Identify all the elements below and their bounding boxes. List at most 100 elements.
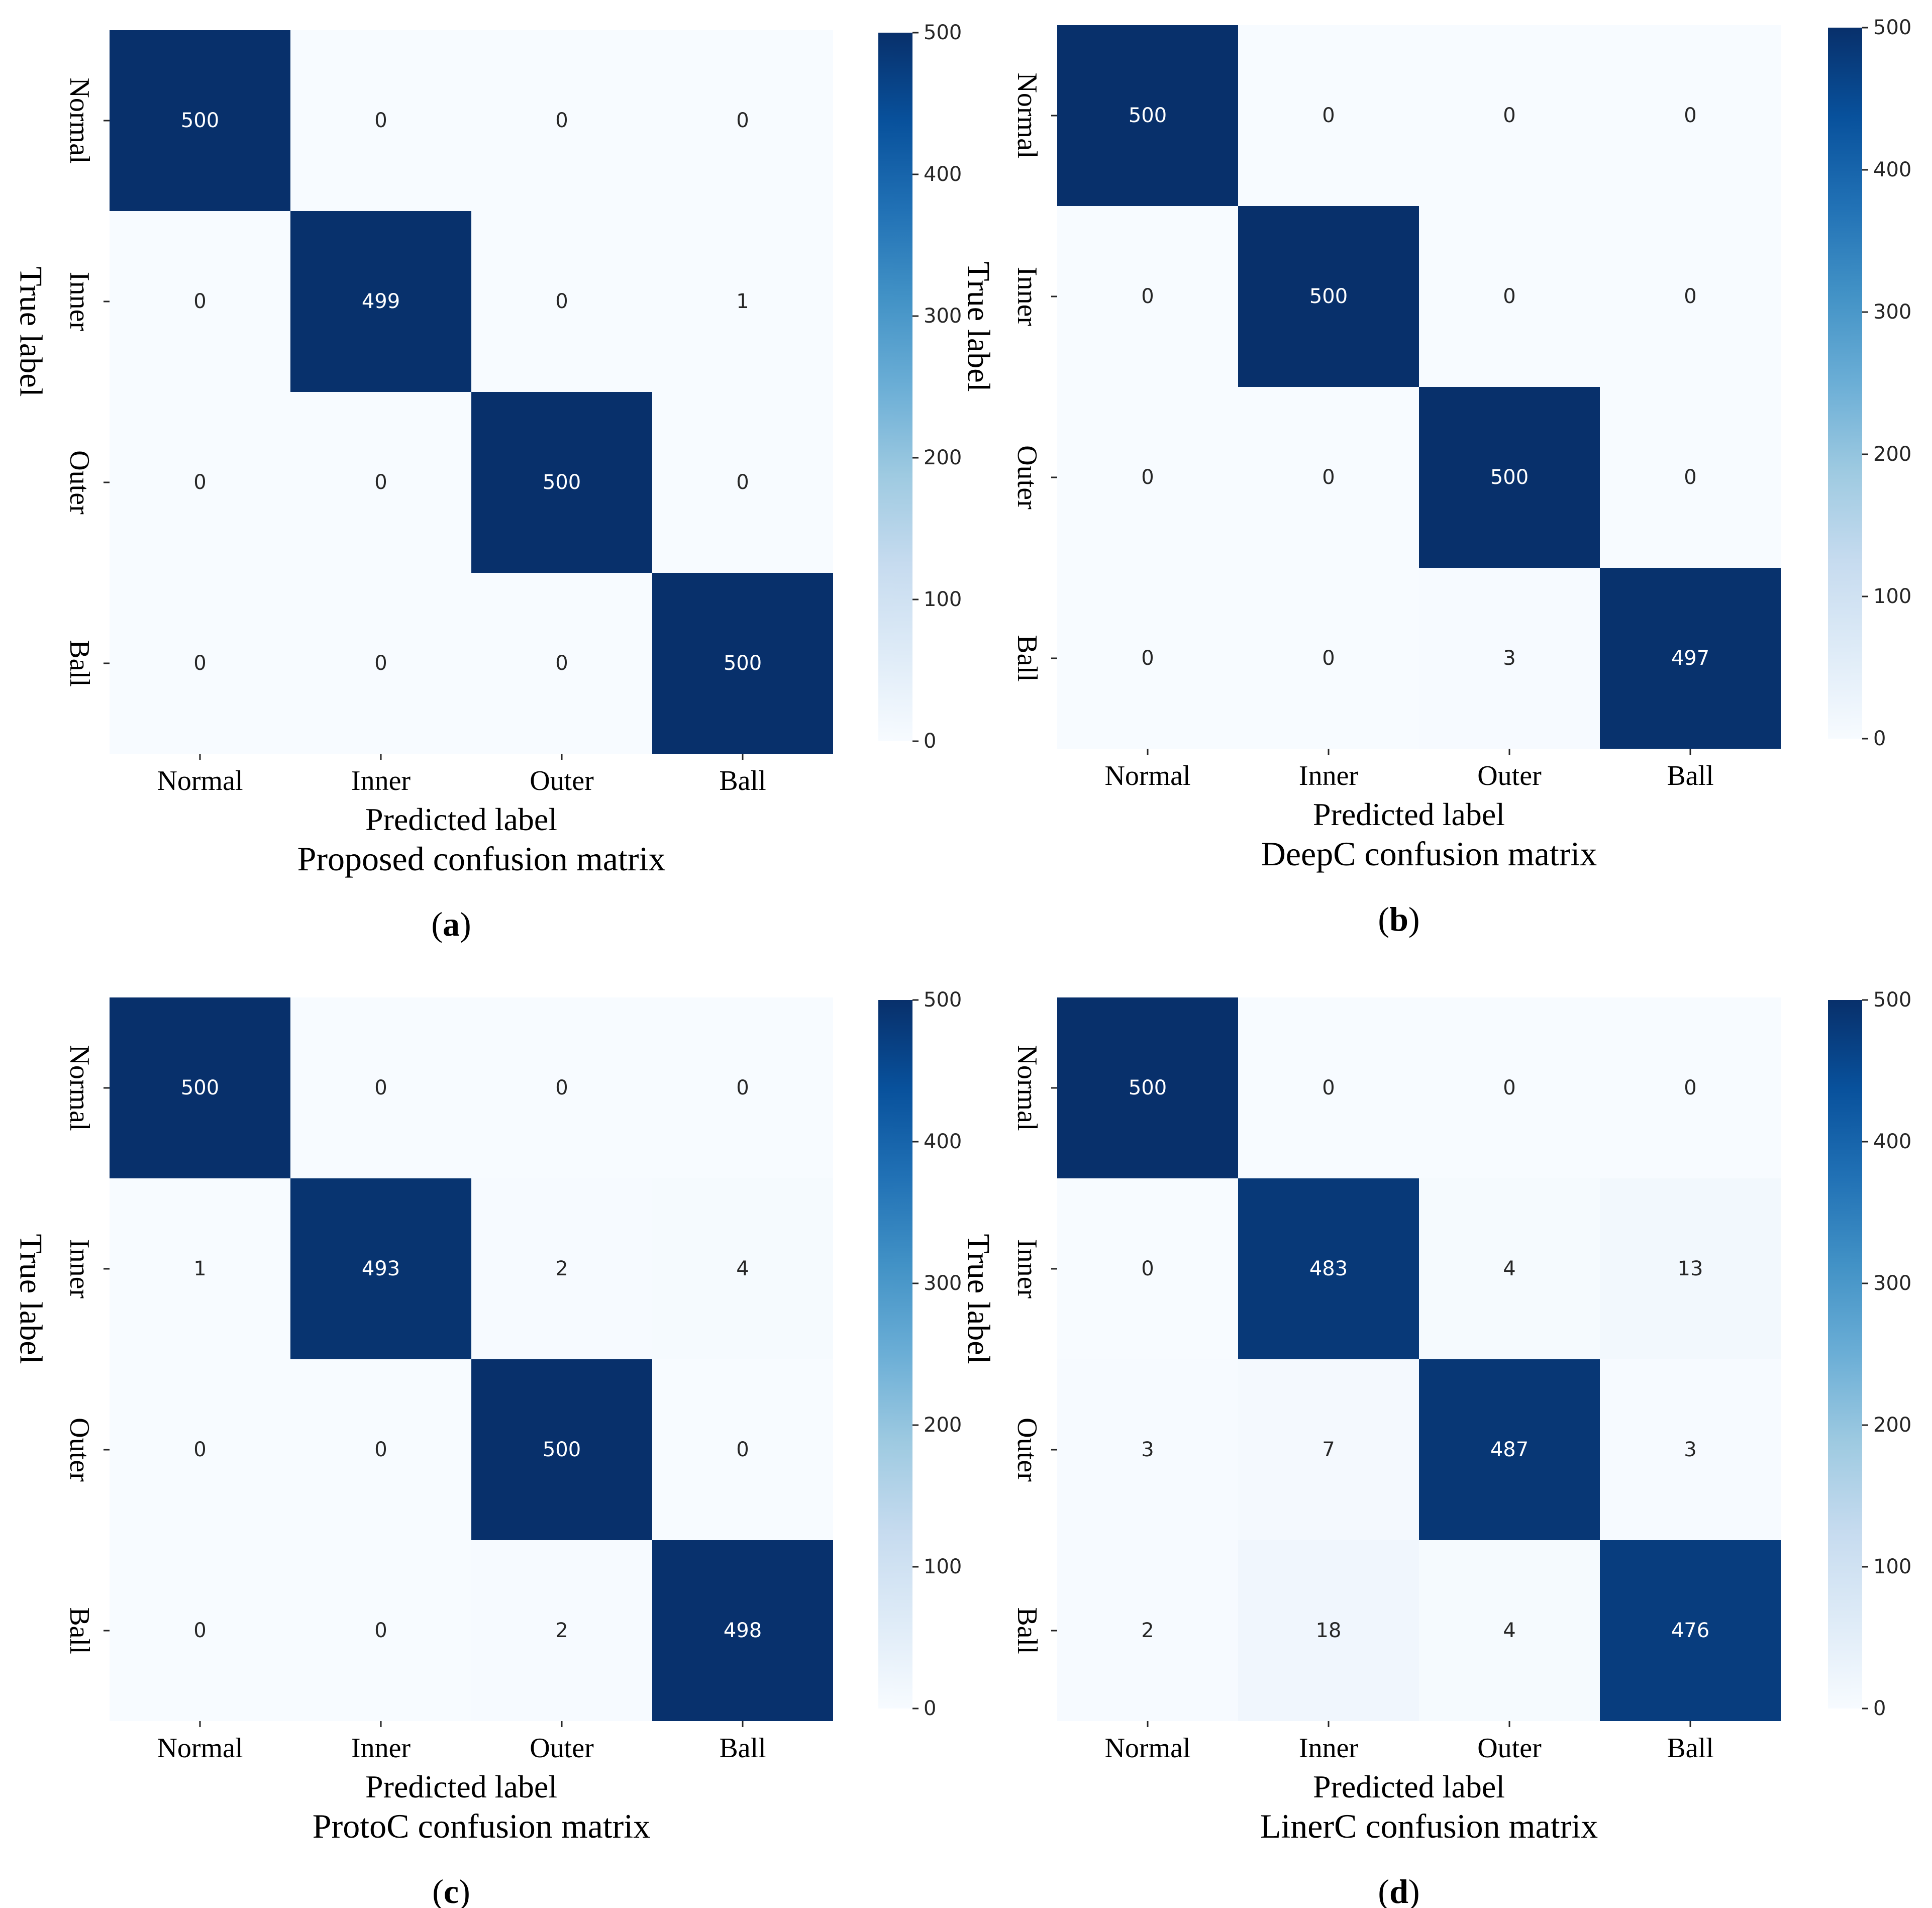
cell-value-label: 0 bbox=[193, 1438, 206, 1461]
heatmap-cell bbox=[1419, 568, 1600, 749]
panel-label: (a) bbox=[431, 905, 471, 943]
x-tick-label: Outer bbox=[1477, 1733, 1542, 1764]
cell-value-label: 0 bbox=[1322, 466, 1335, 489]
cell-value-label: 0 bbox=[1684, 466, 1696, 489]
heatmap-cell bbox=[1419, 387, 1600, 568]
y-tick-label: Normal bbox=[1011, 1045, 1043, 1131]
cell-value-label: 0 bbox=[555, 652, 568, 675]
colorbar-tick-label: 400 bbox=[1873, 158, 1911, 181]
cell-value-label: 4 bbox=[1503, 1619, 1515, 1642]
heatmap-cell bbox=[1057, 1178, 1238, 1359]
heatmap-cell bbox=[652, 30, 833, 211]
cell-value-label: 0 bbox=[374, 1438, 387, 1461]
cell-value-label: 18 bbox=[1316, 1619, 1342, 1642]
heatmap-cell bbox=[652, 211, 833, 392]
panel-label: (b) bbox=[1378, 900, 1419, 938]
cell-value-label: 0 bbox=[555, 290, 568, 313]
colorbar bbox=[1828, 1000, 1862, 1709]
heatmap-cell bbox=[110, 1359, 290, 1540]
x-axis-label: Predicted label bbox=[1313, 1769, 1505, 1804]
heatmap-cell bbox=[471, 997, 652, 1178]
cell-value-label: 500 bbox=[181, 109, 219, 132]
y-axis-label: True label bbox=[14, 267, 49, 397]
cell-value-label: 0 bbox=[1503, 1076, 1515, 1099]
chart-title: ProtoC confusion matrix bbox=[313, 1807, 650, 1845]
cell-value-label: 0 bbox=[374, 652, 387, 675]
x-axis-label: Predicted label bbox=[1313, 796, 1505, 832]
colorbar-tick-label: 300 bbox=[1873, 300, 1911, 324]
y-axis-label: True label bbox=[961, 262, 997, 392]
y-tick-label: Inner bbox=[64, 272, 95, 332]
heatmap-cell bbox=[1057, 1540, 1238, 1721]
cell-value-label: 0 bbox=[736, 471, 749, 494]
cell-value-label: 500 bbox=[1129, 104, 1167, 127]
heatmap-cell bbox=[1600, 997, 1781, 1178]
heatmap-cell bbox=[652, 392, 833, 573]
colorbar-tick-label: 500 bbox=[1873, 988, 1911, 1012]
y-tick-label: Inner bbox=[1011, 1239, 1043, 1299]
colorbar-tick-label: 100 bbox=[924, 1555, 962, 1578]
colorbar bbox=[878, 33, 912, 741]
cell-value-label: 0 bbox=[1503, 104, 1515, 127]
cell-value-label: 4 bbox=[736, 1257, 749, 1280]
cell-value-label: 0 bbox=[1503, 285, 1515, 308]
colorbar-tick-label: 300 bbox=[924, 1272, 962, 1295]
heatmap-cell bbox=[290, 1359, 471, 1540]
y-tick-label: Outer bbox=[1011, 1418, 1043, 1482]
colorbar-tick-label: 0 bbox=[1873, 727, 1886, 750]
x-tick-label: Inner bbox=[351, 1733, 411, 1764]
cell-value-label: 1 bbox=[736, 290, 749, 313]
y-tick-label: Normal bbox=[64, 1045, 95, 1131]
cell-value-label: 0 bbox=[1141, 1257, 1154, 1280]
x-tick-label: Inner bbox=[351, 765, 411, 796]
colorbar-tick-label: 500 bbox=[924, 988, 962, 1012]
heatmap-cell bbox=[1238, 387, 1419, 568]
cell-value-label: 498 bbox=[724, 1619, 762, 1642]
heatmap-cell bbox=[110, 392, 290, 573]
heatmap-cell bbox=[652, 1359, 833, 1540]
cell-value-label: 500 bbox=[543, 471, 581, 494]
colorbar-tick-label: 0 bbox=[924, 730, 936, 753]
heatmap-cell bbox=[471, 1178, 652, 1359]
heatmap-cell bbox=[110, 30, 290, 211]
heatmap-cell bbox=[1238, 1540, 1419, 1721]
y-tick-label: Ball bbox=[64, 1607, 95, 1654]
cell-value-label: 483 bbox=[1309, 1257, 1348, 1280]
cell-value-label: 2 bbox=[555, 1257, 568, 1280]
cell-value-label: 0 bbox=[736, 109, 749, 132]
cell-value-label: 493 bbox=[362, 1257, 400, 1280]
x-tick-label: Ball bbox=[719, 765, 766, 796]
heatmap-cell bbox=[1419, 1178, 1600, 1359]
heatmap-cell bbox=[1600, 206, 1781, 387]
colorbar-tick-label: 0 bbox=[924, 1697, 936, 1720]
heatmap-cell bbox=[290, 1540, 471, 1721]
heatmap-cell bbox=[1600, 568, 1781, 749]
x-axis-label: Predicted label bbox=[365, 1769, 557, 1804]
colorbar-tick-label: 500 bbox=[924, 21, 962, 44]
colorbar-tick-label: 300 bbox=[924, 305, 962, 328]
x-tick-label: Ball bbox=[1667, 1733, 1713, 1764]
cell-value-label: 500 bbox=[181, 1076, 219, 1099]
heatmap-cell bbox=[110, 1540, 290, 1721]
heatmap-cell bbox=[652, 1178, 833, 1359]
heatmap-cell bbox=[1600, 1359, 1781, 1540]
cell-value-label: 476 bbox=[1671, 1619, 1709, 1642]
cell-value-label: 500 bbox=[543, 1438, 581, 1461]
cell-value-label: 500 bbox=[724, 652, 762, 675]
heatmap-cell bbox=[290, 392, 471, 573]
y-tick-label: Normal bbox=[64, 77, 95, 163]
chart-title: DeepC confusion matrix bbox=[1261, 835, 1597, 873]
cell-value-label: 0 bbox=[1684, 285, 1696, 308]
cell-value-label: 499 bbox=[362, 290, 400, 313]
heatmap-cell bbox=[471, 573, 652, 754]
heatmap-cell bbox=[1600, 25, 1781, 206]
heatmap-cell bbox=[1238, 997, 1419, 1178]
colorbar-tick-label: 200 bbox=[1873, 1414, 1911, 1437]
cell-value-label: 0 bbox=[374, 109, 387, 132]
cell-value-label: 3 bbox=[1141, 1438, 1154, 1461]
y-tick-label: Inner bbox=[64, 1239, 95, 1299]
cell-value-label: 500 bbox=[1129, 1076, 1167, 1099]
